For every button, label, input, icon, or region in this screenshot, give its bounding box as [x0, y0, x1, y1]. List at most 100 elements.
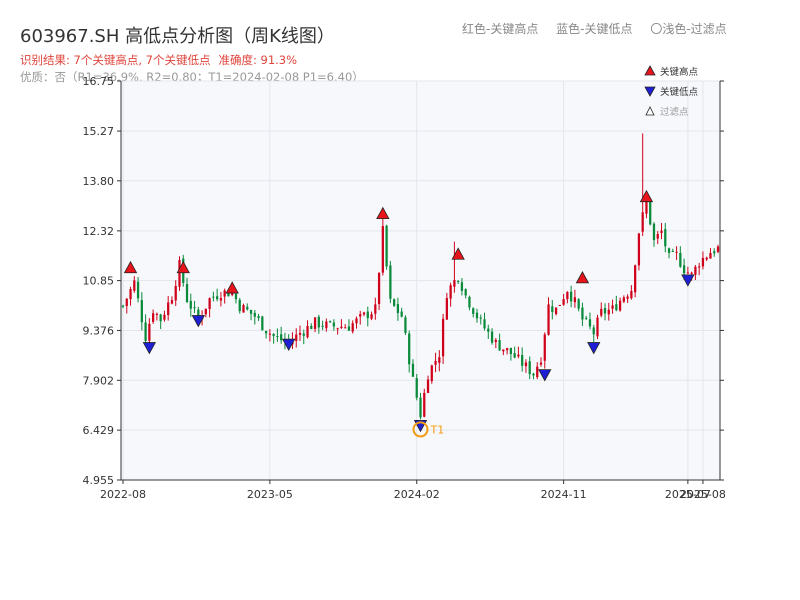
candle-body	[713, 251, 716, 254]
candle-body	[185, 284, 189, 302]
color-legend-high: 红色-关键高点	[462, 22, 539, 36]
candle-body	[351, 323, 354, 332]
candle-body	[551, 306, 554, 312]
x-tick-label: 2025-08	[680, 488, 726, 501]
color-legend-filtered: 〇浅色-过滤点	[650, 22, 727, 36]
candle-body	[483, 319, 486, 329]
legend-filtered-symbol	[645, 106, 655, 116]
candle-body	[671, 250, 674, 252]
candle-body	[585, 317, 588, 319]
candle-body	[328, 321, 332, 323]
candle-body	[554, 307, 558, 314]
candle-body	[686, 272, 690, 274]
candle-body	[445, 298, 448, 320]
candle-body	[490, 331, 494, 343]
candle-body	[690, 272, 693, 274]
candle-body	[302, 333, 305, 336]
color-legend: 红色-关键高点 蓝色-关键低点 〇浅色-过滤点	[462, 20, 727, 37]
candle-body	[460, 282, 464, 291]
candle-body	[355, 318, 358, 324]
candle-body	[163, 314, 166, 320]
candle-body	[336, 328, 339, 330]
color-legend-low: 蓝色-关键低点	[556, 22, 633, 36]
candle-body	[532, 373, 535, 376]
key-high-marker	[123, 260, 138, 274]
y-tick-label: 9.376	[83, 324, 115, 337]
candle-body	[716, 246, 720, 252]
candle-body	[268, 333, 271, 335]
candle-body	[159, 314, 162, 322]
candle-body	[264, 330, 268, 334]
candle-body	[694, 266, 697, 275]
candle-body	[223, 290, 226, 297]
candle-body	[479, 317, 482, 319]
y-tick-label: 10.85	[83, 275, 115, 288]
candle-body	[570, 291, 573, 302]
candle-body	[377, 273, 381, 305]
candle-body	[524, 362, 528, 367]
candle-body	[709, 253, 712, 259]
candle-body	[197, 309, 200, 319]
candle-body	[573, 297, 577, 303]
candle-body	[170, 300, 174, 304]
t1-circle	[412, 421, 429, 438]
candle-body	[457, 281, 460, 283]
candle-body	[505, 348, 509, 351]
candle-body	[231, 291, 234, 296]
candle-body	[434, 360, 437, 365]
candle-body	[588, 319, 592, 327]
candle-body	[652, 223, 656, 241]
candle-body	[242, 305, 245, 313]
candle-body	[408, 333, 411, 365]
candle-body	[475, 312, 479, 319]
candle-body	[340, 326, 343, 329]
candle-body	[622, 297, 625, 302]
candle-body	[581, 307, 584, 320]
candle-body	[400, 311, 403, 317]
candle-body	[517, 354, 520, 357]
candle-body	[144, 322, 147, 341]
candle-body	[174, 285, 177, 301]
candle-body	[468, 296, 471, 308]
legend-high-symbol	[644, 65, 656, 76]
candle-body	[679, 252, 682, 267]
candle-body	[389, 265, 392, 299]
candle-body	[626, 296, 629, 299]
y-tick-label: 16.75	[83, 75, 115, 88]
candle-body	[607, 309, 610, 315]
candle-body	[566, 291, 569, 300]
candle-body	[208, 298, 211, 309]
axes: 16.75 15.27 13.80 12.32 10.85 9.376 7.902 6.429…	[83, 75, 726, 501]
candle-body	[656, 234, 659, 239]
key-high-marker	[575, 271, 590, 284]
result-counts: 识别结果: 7个关键高点, 7个关键低点	[20, 53, 211, 67]
key-low-marker	[142, 342, 157, 355]
x-tick-label: 2025-07	[665, 488, 711, 501]
candle-body	[125, 298, 128, 307]
candle-body	[449, 285, 452, 299]
candle-body	[234, 293, 238, 300]
key-low-marker	[282, 338, 296, 352]
candle-body	[189, 300, 192, 309]
y-tick-label: 12.32	[83, 225, 115, 238]
y-tick-label: 6.429	[83, 424, 115, 437]
candle-body	[596, 317, 599, 337]
candle-body	[494, 339, 497, 342]
legend-low-label: 关键低点	[660, 86, 699, 98]
candle-body	[325, 321, 328, 329]
candle-body	[261, 316, 264, 331]
candle-body	[385, 225, 388, 267]
candle-body	[227, 292, 230, 297]
candle-body	[600, 308, 603, 316]
candle-body	[441, 318, 445, 357]
t1-label: T1	[430, 423, 445, 436]
candle-body	[313, 317, 317, 329]
candle-body	[675, 251, 678, 253]
candle-body	[513, 353, 516, 358]
candle-body	[404, 317, 407, 333]
candle-body	[615, 304, 618, 311]
candle-body	[592, 327, 595, 335]
key-high-marker	[176, 260, 190, 274]
key-point-markers: T1	[123, 189, 695, 438]
